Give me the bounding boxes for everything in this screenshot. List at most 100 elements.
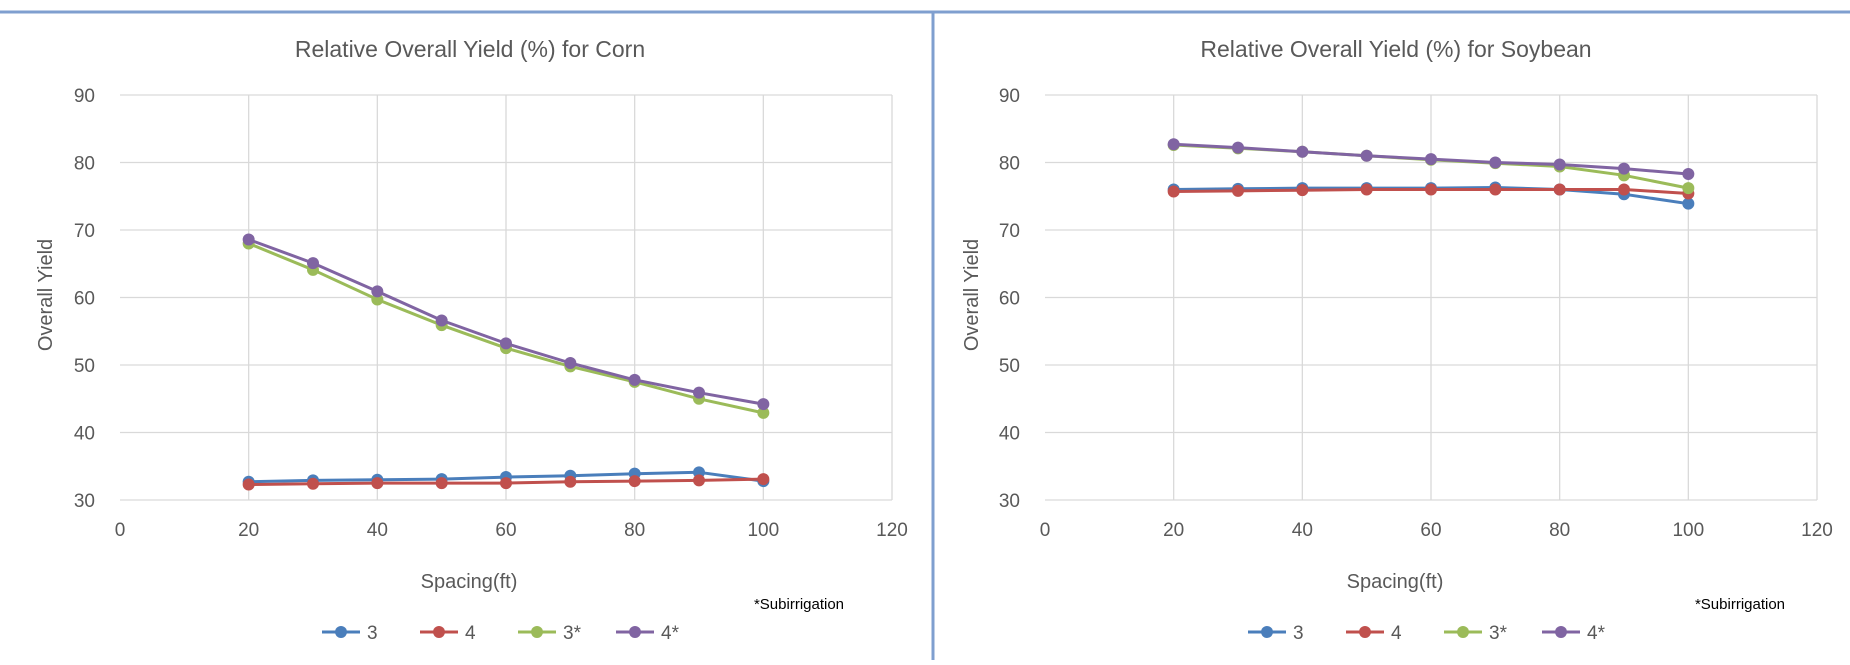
data-point bbox=[757, 406, 770, 419]
data-point bbox=[242, 233, 255, 246]
data-point bbox=[1682, 167, 1695, 180]
data-point bbox=[628, 475, 641, 488]
gridlines bbox=[120, 94, 893, 501]
series-lines bbox=[1167, 138, 1695, 210]
legend: 3 4 3* 4* bbox=[322, 623, 680, 644]
data-point bbox=[1167, 185, 1180, 198]
y-tick-label: 90 bbox=[74, 86, 95, 107]
data-point bbox=[500, 337, 512, 350]
chart-title: Relative Overall Yield (%) for Soybean bbox=[1200, 36, 1591, 62]
data-point bbox=[564, 356, 577, 369]
data-point bbox=[1553, 183, 1566, 196]
legend-marker bbox=[629, 626, 641, 638]
data-point bbox=[757, 398, 770, 411]
x-tick-label: 120 bbox=[1801, 520, 1833, 541]
data-point bbox=[628, 373, 641, 386]
data-point bbox=[693, 474, 705, 487]
data-point bbox=[564, 475, 577, 488]
data-point bbox=[1682, 182, 1695, 195]
data-point bbox=[1296, 184, 1309, 197]
y-tick-label: 50 bbox=[999, 356, 1020, 377]
subirrigation-note: *Subirrigation bbox=[754, 596, 844, 613]
y-tick-label: 60 bbox=[74, 289, 95, 310]
y-tick-label: 30 bbox=[999, 491, 1020, 512]
data-point bbox=[1425, 183, 1437, 196]
legend-entry: 4 bbox=[465, 623, 476, 644]
y-tick-label: 80 bbox=[74, 154, 95, 175]
subirrigation-note: *Subirrigation bbox=[1695, 596, 1785, 613]
x-tick-label: 100 bbox=[1672, 520, 1704, 541]
y-tick-label: 70 bbox=[74, 221, 95, 242]
y-tick-label: 80 bbox=[999, 154, 1020, 175]
legend-entry: 4* bbox=[661, 623, 680, 644]
x-tick-label: 0 bbox=[1040, 520, 1051, 541]
data-point bbox=[1618, 183, 1630, 196]
x-tick-label: 80 bbox=[1549, 520, 1570, 541]
data-point bbox=[307, 257, 319, 270]
data-point bbox=[1232, 141, 1244, 154]
legend-marker bbox=[1261, 626, 1273, 638]
x-tick-label: 40 bbox=[367, 520, 388, 541]
data-point bbox=[500, 477, 512, 490]
legend: 3 4 3* 4* bbox=[1248, 623, 1606, 644]
x-tick-label: 20 bbox=[238, 520, 259, 541]
data-point bbox=[757, 473, 770, 486]
data-point bbox=[1489, 156, 1502, 169]
chart-title: Relative Overall Yield (%) for Corn bbox=[295, 36, 645, 62]
legend-marker bbox=[531, 626, 543, 638]
y-tick-label: 70 bbox=[999, 221, 1020, 242]
x-axis-label: Spacing(ft) bbox=[1347, 571, 1444, 593]
tick-labels: 30 40 50 60 70 80 90 0 20 40 60 80 100 120 bbox=[74, 86, 908, 541]
data-point bbox=[1682, 197, 1695, 210]
x-tick-label: 60 bbox=[495, 520, 516, 541]
data-point bbox=[242, 478, 255, 491]
legend-marker bbox=[1555, 626, 1567, 638]
data-point bbox=[1489, 183, 1502, 196]
data-point bbox=[1232, 184, 1244, 197]
legend-marker bbox=[335, 626, 347, 638]
legend-entry: 4* bbox=[1587, 623, 1606, 644]
x-tick-label: 80 bbox=[624, 520, 645, 541]
x-tick-label: 40 bbox=[1292, 520, 1313, 541]
soybean-chart-panel: Relative Overall Yield (%) for Soybean O… bbox=[961, 36, 1833, 644]
tick-labels: 30 40 50 60 70 80 90 0 20 40 60 80 100 120 bbox=[999, 86, 1833, 541]
data-point bbox=[1360, 149, 1373, 162]
x-axis-label: Spacing(ft) bbox=[421, 571, 518, 593]
legend-marker bbox=[1359, 626, 1371, 638]
y-tick-label: 90 bbox=[999, 86, 1020, 107]
data-point bbox=[693, 386, 705, 399]
x-tick-label: 120 bbox=[876, 520, 908, 541]
corn-chart-panel: Relative Overall Yield (%) for Corn Over… bbox=[35, 36, 908, 644]
legend-marker bbox=[1457, 626, 1469, 638]
data-point bbox=[435, 477, 448, 490]
legend-entry: 3 bbox=[367, 623, 378, 644]
y-tick-label: 60 bbox=[999, 289, 1020, 310]
legend-entry: 3 bbox=[1293, 623, 1304, 644]
data-point bbox=[1296, 145, 1309, 158]
legend-entry: 4 bbox=[1391, 623, 1402, 644]
x-tick-label: 0 bbox=[115, 520, 126, 541]
data-point bbox=[435, 314, 448, 327]
legend-entry: 3* bbox=[1489, 623, 1508, 644]
legend-marker bbox=[433, 626, 445, 638]
y-axis-label: Overall Yield bbox=[35, 239, 57, 351]
data-point bbox=[1360, 183, 1373, 196]
y-axis-label: Overall Yield bbox=[961, 239, 983, 351]
series-lines bbox=[242, 233, 770, 491]
legend-entry: 3* bbox=[563, 623, 582, 644]
y-tick-label: 40 bbox=[999, 424, 1020, 445]
y-tick-label: 50 bbox=[74, 356, 95, 377]
x-tick-label: 20 bbox=[1163, 520, 1184, 541]
data-point bbox=[1618, 162, 1630, 175]
x-tick-label: 100 bbox=[747, 520, 779, 541]
data-point bbox=[371, 285, 384, 298]
x-tick-label: 60 bbox=[1420, 520, 1441, 541]
data-point bbox=[307, 477, 319, 490]
data-point bbox=[371, 477, 384, 490]
data-point bbox=[1167, 138, 1180, 151]
data-point bbox=[1425, 153, 1437, 166]
y-tick-label: 30 bbox=[74, 491, 95, 512]
